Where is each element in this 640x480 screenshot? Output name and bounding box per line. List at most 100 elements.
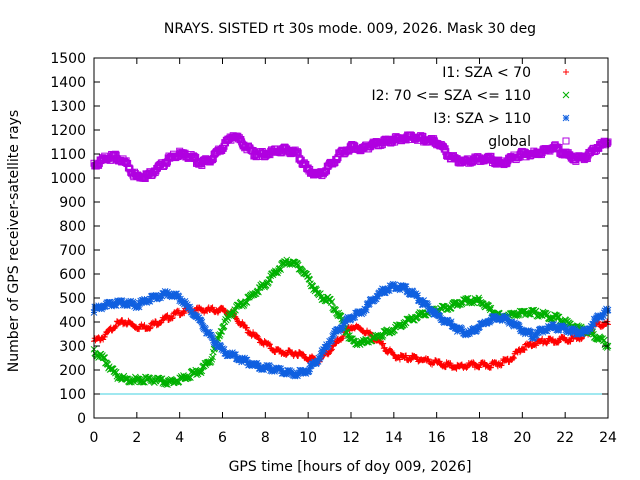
x-tick-label: 24 [599, 430, 617, 446]
data-point [533, 342, 540, 349]
data-point [197, 369, 205, 377]
y-tick-label: 1500 [50, 51, 86, 67]
y-tick-label: 1100 [50, 147, 86, 163]
legend-marker-plus [563, 69, 569, 75]
series-group [90, 131, 612, 389]
data-point [266, 341, 273, 348]
legend-label: I3: SZA > 110 [433, 111, 531, 127]
data-point [510, 355, 517, 362]
data-point [407, 357, 414, 364]
data-point [403, 352, 410, 359]
data-point [379, 341, 386, 348]
axes: 0100200300400500600700800900100011001200… [50, 51, 617, 446]
data-point [555, 339, 562, 346]
y-tick-label: 200 [59, 363, 86, 379]
data-point [216, 332, 223, 340]
y-tick-label: 1300 [50, 99, 86, 115]
data-point [306, 276, 314, 284]
x-tick-label: 16 [428, 430, 446, 446]
y-tick-label: 1200 [50, 123, 86, 139]
data-point [362, 306, 370, 314]
y-tick-label: 0 [77, 411, 86, 427]
data-point [112, 323, 119, 330]
x-tick-label: 20 [513, 430, 531, 446]
data-point [233, 315, 240, 322]
x-tick-label: 12 [342, 430, 360, 446]
data-point [243, 324, 250, 331]
data-point [113, 322, 120, 329]
data-point [487, 364, 494, 371]
data-point [266, 342, 273, 349]
legend-marker-square [562, 137, 570, 145]
data-point [214, 309, 221, 316]
x-tick-label: 2 [132, 430, 141, 446]
series-2 [90, 256, 612, 389]
x-tick-label: 6 [218, 430, 227, 446]
y-tick-label: 100 [59, 387, 86, 403]
x-tick-label: 4 [175, 430, 184, 446]
y-tick-label: 1000 [50, 171, 86, 187]
data-point [164, 312, 171, 319]
y-tick-label: 600 [59, 267, 86, 283]
data-point [379, 333, 386, 341]
data-point [101, 333, 108, 340]
data-point [396, 356, 403, 363]
data-point [447, 360, 454, 367]
data-point [208, 355, 216, 363]
legend-label: global [488, 134, 531, 150]
data-point [544, 338, 551, 345]
data-point [169, 315, 176, 322]
data-point [100, 354, 108, 361]
data-point [217, 328, 225, 335]
data-point [112, 368, 120, 376]
y-tick-label: 900 [59, 195, 86, 211]
x-tick-label: 14 [385, 430, 403, 446]
data-point [380, 340, 387, 347]
data-point [399, 321, 407, 329]
legend-marker-star [562, 114, 570, 122]
y-tick-label: 800 [59, 219, 86, 235]
data-point [442, 363, 449, 370]
x-tick-label: 8 [261, 430, 270, 446]
data-point [520, 346, 527, 353]
y-tick-label: 400 [59, 315, 86, 331]
data-point [169, 314, 176, 321]
y-tick-label: 300 [59, 339, 86, 355]
data-point [209, 304, 216, 311]
chart-title: NRAYS. SISTED rt 30s mode. 009, 2026. Ma… [164, 21, 536, 37]
series-4 [90, 131, 612, 182]
data-point [101, 354, 109, 361]
data-point [328, 298, 336, 305]
data-point [328, 347, 335, 354]
data-point [198, 367, 206, 375]
y-tick-label: 500 [59, 291, 86, 307]
data-point [510, 354, 517, 361]
y-tick-label: 1400 [50, 75, 86, 91]
data-point [146, 325, 153, 332]
data-point [147, 324, 154, 331]
x-tick-label: 10 [299, 430, 317, 446]
data-point [476, 364, 483, 371]
data-point [475, 294, 483, 302]
data-point [578, 336, 585, 343]
data-point [567, 338, 574, 345]
data-point [196, 367, 204, 375]
legend-marker-cross [562, 91, 570, 99]
data-point [283, 351, 290, 358]
data-point [207, 358, 215, 365]
x-tick-label: 0 [90, 430, 99, 446]
x-axis-label: GPS time [hours of doy 009, 2026] [229, 459, 472, 475]
data-point [152, 318, 159, 325]
data-point [436, 358, 443, 365]
legend-label: I2: 70 <= SZA <= 110 [371, 88, 531, 104]
y-axis-label: Number of GPS receiver-satellite rays [6, 110, 22, 372]
x-tick-label: 22 [556, 430, 574, 446]
data-point [381, 344, 388, 351]
data-point [141, 322, 148, 329]
y-tick-label: 700 [59, 243, 86, 259]
data-point [425, 356, 432, 363]
data-point [521, 346, 528, 353]
legend-label: I1: SZA < 70 [442, 65, 531, 81]
data-point [300, 351, 307, 358]
